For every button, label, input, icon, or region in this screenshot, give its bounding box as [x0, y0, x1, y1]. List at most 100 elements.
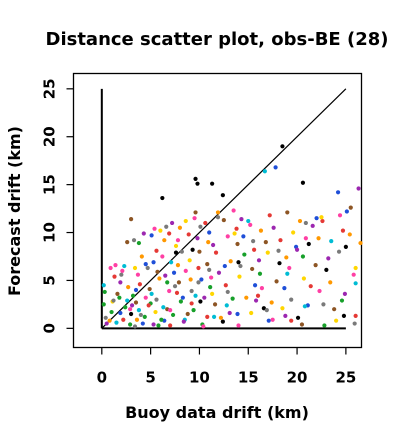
y-tick-label-10: 10 — [41, 222, 59, 243]
data-point-s3-18 — [122, 263, 127, 269]
data-point-s4-2 — [102, 289, 107, 295]
data-point-s4-6 — [130, 293, 136, 298]
data-point-s3-5 — [149, 291, 154, 296]
data-point-s6-15 — [297, 218, 303, 224]
data-point-s9-2 — [118, 280, 123, 285]
data-point-s11-14 — [215, 215, 221, 220]
data-point-s2-12 — [282, 286, 287, 291]
data-point-s7-2 — [132, 265, 138, 271]
data-point-s8-9 — [197, 249, 202, 254]
data-point-s4-21 — [242, 252, 247, 257]
data-point-s5-16 — [289, 318, 294, 323]
data-point-s11-23 — [336, 249, 342, 254]
data-point-s7-15 — [353, 265, 358, 271]
chart-title: Distance scatter plot, obs-BE (28) — [46, 29, 389, 50]
data-point-s10-11 — [183, 268, 188, 273]
data-point-s5-23 — [205, 314, 210, 319]
data-point-s1-12 — [306, 241, 311, 247]
data-point-s7-14 — [334, 318, 339, 323]
data-point-s11-21 — [303, 220, 308, 226]
x-tick-label-0: 0 — [97, 369, 107, 387]
data-point-s9-14 — [253, 298, 259, 303]
data-point-s9-5 — [151, 322, 156, 327]
data-point-s3-14 — [353, 281, 358, 286]
data-point-s5-21 — [146, 303, 151, 308]
data-point-s4-9 — [156, 323, 161, 328]
x-tick-label-10: 10 — [189, 369, 210, 387]
y-axis-ticks: 0 5 10 15 20 25 — [41, 78, 74, 334]
data-point-s8-4 — [147, 286, 152, 292]
data-point-s2-23 — [133, 287, 139, 293]
data-point-s6-7 — [188, 277, 193, 282]
data-point-s2-18 — [273, 165, 278, 170]
data-point-s8-7 — [176, 280, 182, 285]
data-point-s11-12 — [198, 224, 203, 229]
data-point-s2-4 — [149, 233, 154, 238]
data-point-s2-10 — [252, 283, 258, 288]
data-point-s9-19 — [326, 256, 331, 261]
data-point-s4-13 — [191, 308, 196, 313]
data-point-s3-3 — [125, 298, 130, 303]
y-tick-label-20: 20 — [41, 126, 59, 147]
data-point-s10-14 — [209, 275, 214, 280]
data-point-s5-15 — [278, 238, 283, 243]
data-point-s3-1 — [101, 283, 106, 288]
data-point-s4-7 — [142, 314, 147, 319]
data-point-s7-13 — [319, 215, 324, 220]
data-point-s10-20 — [287, 265, 292, 271]
data-point-s10-3 — [120, 268, 125, 273]
data-point-s8-13 — [235, 241, 240, 247]
data-point-s6-12 — [258, 228, 264, 233]
data-point-s5-5 — [167, 231, 172, 236]
data-point-s7-7 — [210, 291, 215, 296]
data-point-s9-8 — [181, 319, 186, 324]
data-point-s4-24 — [159, 317, 164, 322]
data-point-s8-20 — [332, 307, 337, 312]
data-point-s1-19 — [190, 247, 195, 252]
data-point-s7-3 — [153, 309, 158, 315]
data-point-s11-3 — [119, 272, 124, 277]
data-point-s1-15 — [341, 313, 347, 318]
x-tick-label-5: 5 — [145, 369, 155, 387]
data-point-s3-6 — [161, 305, 166, 310]
data-point-s9-10 — [202, 295, 207, 300]
data-point-s9-20 — [342, 291, 348, 296]
data-point-s10-22 — [317, 288, 322, 294]
data-point-s6-5 — [162, 238, 167, 243]
data-point-s5-11 — [223, 283, 228, 288]
data-point-s5-4 — [154, 248, 159, 253]
data-point-s5-14 — [267, 213, 272, 218]
data-point-s11-9 — [172, 284, 178, 289]
data-point-s2-3 — [151, 260, 156, 265]
data-point-s9-12 — [227, 310, 232, 316]
data-point-s7-8 — [232, 231, 237, 236]
data-point-s8-14 — [250, 266, 255, 272]
data-point-s9-15 — [271, 225, 276, 230]
data-point-s6-10 — [228, 259, 233, 264]
data-point-s11-5 — [138, 312, 143, 318]
data-point-s7-11 — [280, 306, 285, 311]
data-point-s6-2 — [126, 285, 131, 290]
data-point-s3-17 — [211, 314, 217, 319]
data-point-s2-1 — [118, 310, 123, 316]
data-point-s4-5 — [128, 322, 133, 327]
data-point-s3-16 — [169, 260, 174, 265]
data-point-s9-16 — [283, 313, 288, 318]
data-point-s6-19 — [358, 240, 363, 246]
data-point-s11-2 — [111, 298, 116, 303]
data-point-s4-22 — [322, 323, 327, 328]
data-point-s4-11 — [170, 312, 176, 318]
data-point-s7-17 — [237, 274, 242, 279]
y-tick-label-25: 25 — [41, 78, 59, 99]
data-point-s10-8 — [160, 254, 165, 259]
data-point-s5-22 — [168, 323, 173, 328]
data-point-s5-8 — [196, 265, 201, 271]
data-point-s4-18 — [300, 254, 306, 259]
data-point-s2-9 — [241, 234, 246, 239]
data-point-s1-2 — [193, 176, 198, 181]
data-point-s10-19 — [270, 317, 275, 322]
data-point-s11-17 — [251, 239, 256, 244]
data-point-s5-20 — [353, 313, 358, 318]
data-point-s11-10 — [179, 249, 184, 254]
